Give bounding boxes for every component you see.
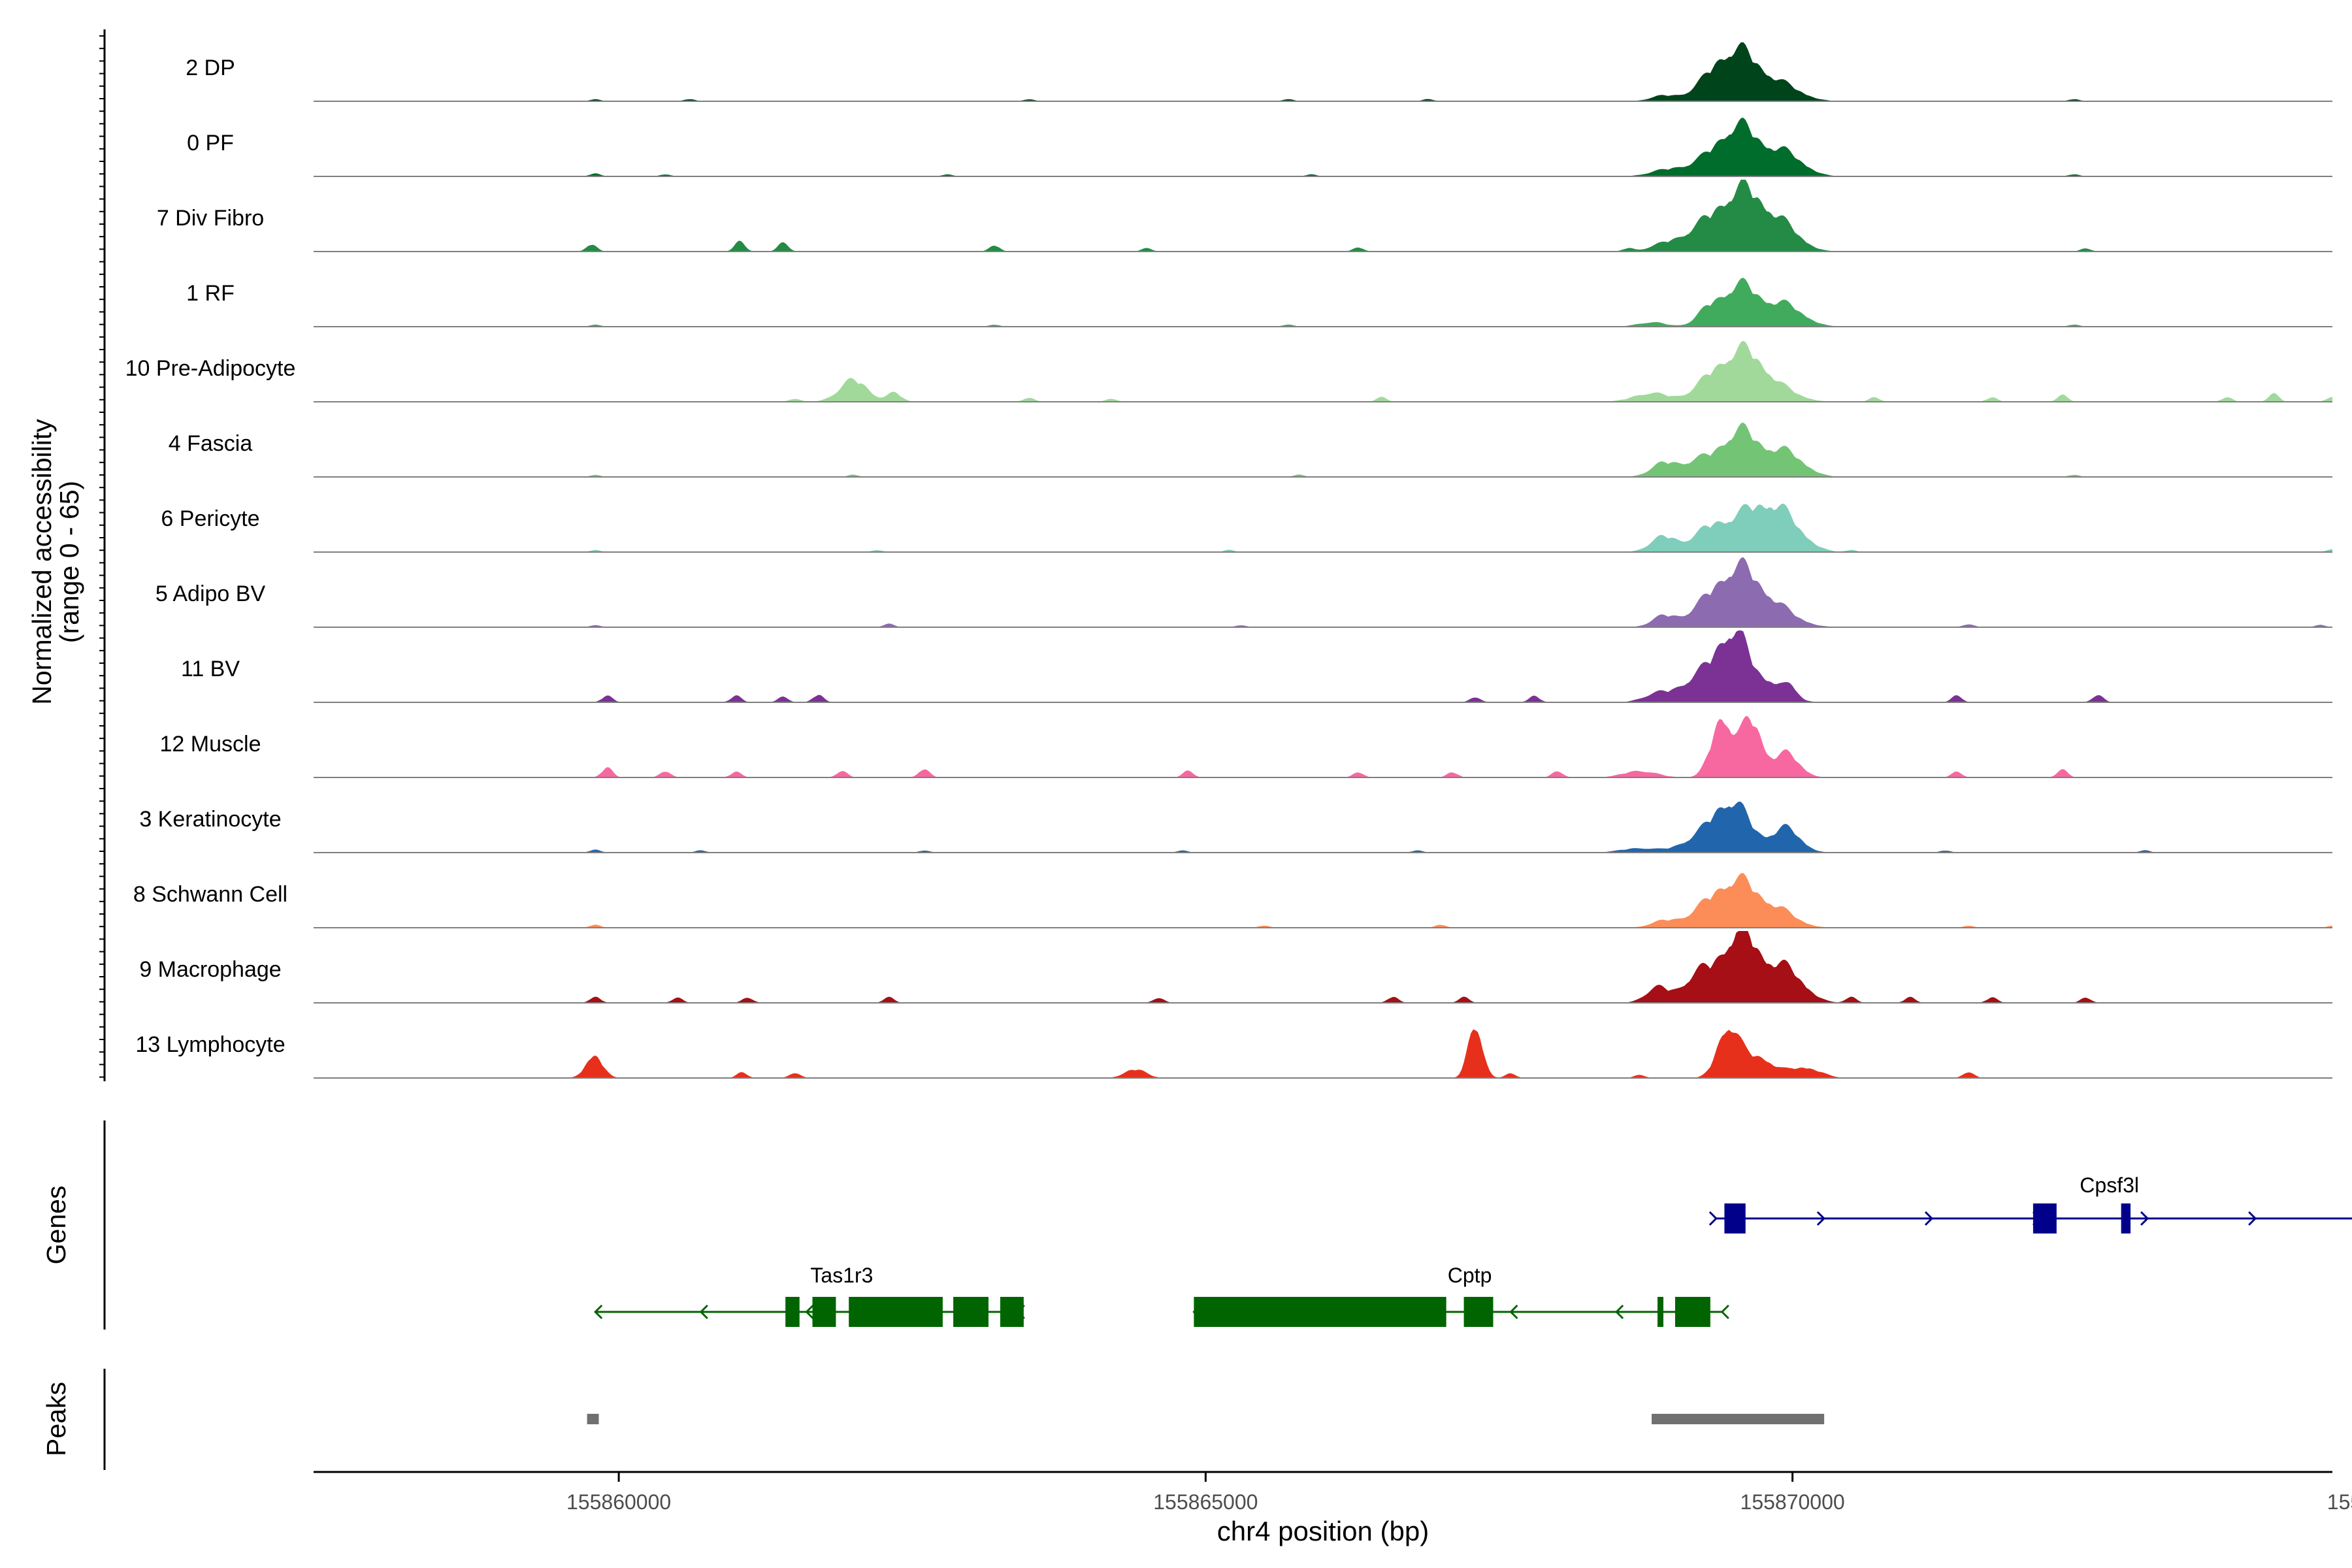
- gene-exon: [1463, 1297, 1494, 1327]
- coverage-area: [314, 422, 2332, 477]
- track-label: 13 Lymphocyte: [135, 1032, 285, 1057]
- peak-region: [1652, 1414, 1825, 1424]
- gene-cptp: Cptp: [1192, 1264, 1729, 1327]
- track-4: 10 Pre-Adipocyte: [125, 340, 2332, 402]
- track-label: 6 Pericyte: [161, 506, 259, 531]
- coverage-area: [314, 802, 2332, 853]
- gene-track-label: Genes: [41, 1186, 71, 1265]
- x-axis: chr4 position (bp) 155860000 155865000 155…: [314, 1471, 2352, 1546]
- strand-arrow: [805, 1304, 814, 1320]
- track-label: 7 Div Fibro: [157, 206, 264, 231]
- gene-exon: [812, 1297, 836, 1327]
- gene-exon: [1194, 1297, 1446, 1327]
- y-axis-label: Normalized accessibility: [27, 419, 57, 705]
- strand-arrow: [1615, 1304, 1624, 1320]
- track-label: 5 Adipo BV: [155, 581, 266, 606]
- track-12: 9 Macrophage: [139, 931, 2332, 1004]
- x-tick-label: 155865000: [1153, 1490, 1258, 1514]
- track-label: 9 Macrophage: [139, 957, 281, 982]
- coverage-area: [314, 630, 2332, 702]
- gene-exon: [1000, 1297, 1024, 1327]
- gene-exon: [849, 1297, 943, 1327]
- gene-exon: [953, 1297, 988, 1327]
- strand-arrow: [699, 1304, 708, 1320]
- strand-arrow: [1708, 1211, 1718, 1226]
- coverage-area: [314, 931, 2332, 1003]
- track-label: 8 Schwann Cell: [133, 882, 287, 907]
- coverage-area: [314, 340, 2332, 402]
- strand-arrow: [1720, 1304, 1729, 1320]
- coverage-area: [314, 42, 2332, 101]
- y-axis: Normalized accessibility (range 0 - 65): [27, 29, 106, 1081]
- track-label: 0 PF: [187, 131, 234, 155]
- coverage-area: [314, 118, 2332, 176]
- y-axis-label-range: (range 0 - 65): [54, 481, 84, 643]
- coverage-area: [314, 180, 2332, 252]
- track-label: 1 RF: [186, 281, 235, 306]
- track-6: 6 Pericyte: [161, 503, 2332, 553]
- coverage-area: [314, 873, 2332, 928]
- strand-arrow: [594, 1304, 603, 1320]
- track-8: 11 BV: [181, 630, 2332, 703]
- peak-track-label: Peaks: [41, 1382, 71, 1456]
- track-7: 5 Adipo BV: [155, 557, 2332, 628]
- coverage-tracks: 2 DP 0 PF 7 Div Fibro 1 RF 10 Pre-Adipocyte 4…: [125, 42, 2332, 1079]
- gene-exon: [785, 1297, 800, 1327]
- coverage-area: [314, 557, 2332, 627]
- track-label: 4 Fascia: [169, 431, 253, 456]
- strand-arrow: [2140, 1211, 2149, 1226]
- peak-region: [587, 1414, 599, 1424]
- track-label: 11 BV: [181, 657, 240, 681]
- gene-label: Cptp: [1448, 1264, 1492, 1287]
- strand-arrow: [1816, 1211, 1826, 1226]
- gene-tas1r3: Tas1r3: [594, 1264, 1025, 1327]
- x-axis-label: chr4 position (bp): [1217, 1516, 1429, 1546]
- track-label: 12 Muscle: [160, 732, 261, 757]
- gene-exon: [1674, 1297, 1710, 1327]
- track-1: 0 PF: [187, 118, 2332, 177]
- gene-exon: [1724, 1203, 1746, 1233]
- track-label: 3 Keratinocyte: [139, 807, 281, 832]
- gene-exon: [1658, 1297, 1663, 1327]
- peak-track: Peaks: [41, 1369, 1825, 1470]
- coverage-area: [314, 503, 2332, 552]
- track-2: 7 Div Fibro: [157, 180, 2332, 252]
- strand-arrow: [1509, 1304, 1518, 1320]
- track-label: 2 DP: [186, 56, 235, 80]
- coverage-area: [314, 1029, 2332, 1078]
- x-tick-label: 155860000: [566, 1490, 671, 1514]
- x-tick-label: 155875000: [2327, 1490, 2352, 1514]
- track-13: 13 Lymphocyte: [135, 1029, 2332, 1079]
- coverage-area: [314, 716, 2332, 777]
- track-5: 4 Fascia: [169, 422, 2332, 478]
- gene-exon: [2033, 1203, 2057, 1233]
- coverage-area: [314, 278, 2332, 327]
- track-9: 12 Muscle: [160, 716, 2332, 778]
- gene-label: Tas1r3: [810, 1264, 873, 1287]
- gene-label: Cpsf3l: [2080, 1173, 2139, 1197]
- track-label: 10 Pre-Adipocyte: [125, 356, 296, 381]
- track-3: 1 RF: [186, 278, 2332, 327]
- track-0: 2 DP: [186, 42, 2332, 102]
- track-10: 3 Keratinocyte: [139, 802, 2332, 853]
- gene-exon: [2121, 1203, 2131, 1233]
- strand-arrow: [2248, 1211, 2257, 1226]
- x-tick-label: 155870000: [1740, 1490, 1845, 1514]
- track-11: 8 Schwann Cell: [133, 873, 2332, 928]
- gene-cpsf3l: Cpsf3l: [1708, 1173, 2352, 1233]
- gene-track: Genes Cpsf3l Tas1r3 Cptp: [41, 1120, 2352, 1330]
- strand-arrow: [1924, 1211, 1934, 1226]
